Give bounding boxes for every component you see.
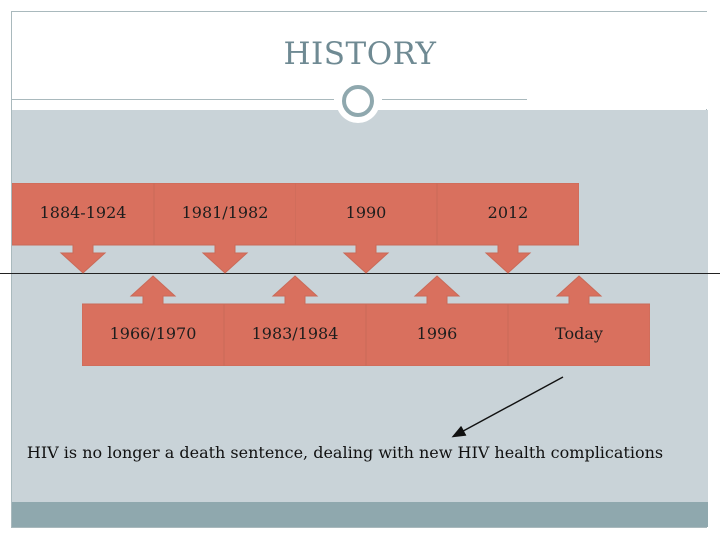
timeline-line: [0, 273, 720, 274]
timeline-label-below-2: 1996: [416, 324, 458, 343]
timeline-label-above-3: 2012: [487, 203, 529, 222]
timeline-label-below-3: Today: [555, 324, 603, 343]
timeline-callout-below-2: 1996: [366, 274, 508, 366]
timeline-callout-below-3: Today: [508, 274, 650, 366]
timeline-callout-above-3: 2012: [437, 183, 579, 275]
circle-ornament: [336, 79, 380, 123]
timeline-label-below-0: 1966/1970: [109, 324, 197, 343]
timeline-callout-above-1: 1981/1982: [154, 183, 296, 275]
footer-band: [12, 502, 708, 527]
timeline-label-above-0: 1884-1924: [39, 203, 127, 222]
timeline-callout-above-0: 1884-1924: [12, 183, 154, 275]
title-divider-right: [382, 99, 527, 100]
timeline-label-above-1: 1981/1982: [181, 203, 269, 222]
timeline-callout-above-2: 1990: [295, 183, 437, 275]
timeline-label-below-1: 1983/1984: [251, 324, 339, 343]
timeline-callout-below-1: 1983/1984: [224, 274, 366, 366]
slide-caption: HIV is no longer a death sentence, deali…: [26, 443, 664, 462]
timeline-callout-below-0: 1966/1970: [82, 274, 224, 366]
title-divider-left: [12, 99, 334, 100]
slide-title: HISTORY: [283, 36, 437, 72]
timeline-label-above-2: 1990: [345, 203, 387, 222]
